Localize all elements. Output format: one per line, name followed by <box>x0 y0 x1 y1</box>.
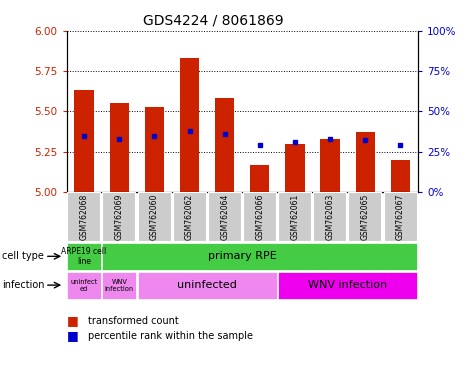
Bar <box>75 90 94 192</box>
Bar <box>321 139 340 192</box>
Text: GSM762069: GSM762069 <box>115 194 124 240</box>
FancyBboxPatch shape <box>383 192 417 242</box>
Text: GSM762063: GSM762063 <box>326 194 334 240</box>
Text: percentile rank within the sample: percentile rank within the sample <box>88 331 253 341</box>
Text: primary RPE: primary RPE <box>208 251 276 262</box>
FancyBboxPatch shape <box>102 271 136 299</box>
Text: GSM762068: GSM762068 <box>80 194 88 240</box>
FancyBboxPatch shape <box>67 243 101 270</box>
Bar <box>285 144 304 192</box>
Bar <box>180 58 199 192</box>
Text: transformed count: transformed count <box>88 316 179 326</box>
Text: cell type: cell type <box>2 251 44 262</box>
FancyBboxPatch shape <box>102 192 135 242</box>
FancyBboxPatch shape <box>137 271 277 299</box>
Text: infection: infection <box>2 280 45 290</box>
Text: uninfected: uninfected <box>177 280 237 290</box>
Text: uninfect
ed: uninfect ed <box>70 279 98 291</box>
Text: ■: ■ <box>66 329 78 343</box>
Text: GSM762061: GSM762061 <box>291 194 299 240</box>
Text: GSM762066: GSM762066 <box>256 194 264 240</box>
Text: ARPE19 cell
line: ARPE19 cell line <box>61 247 107 266</box>
Bar <box>215 98 234 192</box>
Text: GSM762064: GSM762064 <box>220 194 229 240</box>
Bar <box>145 106 164 192</box>
Text: WNV infection: WNV infection <box>308 280 387 290</box>
FancyBboxPatch shape <box>208 192 241 242</box>
FancyBboxPatch shape <box>67 192 100 242</box>
FancyBboxPatch shape <box>278 271 418 299</box>
Text: ■: ■ <box>66 314 78 327</box>
FancyBboxPatch shape <box>172 192 206 242</box>
Text: GSM762060: GSM762060 <box>150 194 159 240</box>
Bar <box>356 132 375 192</box>
FancyBboxPatch shape <box>313 192 346 242</box>
Text: GSM762065: GSM762065 <box>361 194 370 240</box>
Text: GDS4224 / 8061869: GDS4224 / 8061869 <box>143 13 284 27</box>
Text: GSM762062: GSM762062 <box>185 194 194 240</box>
Text: GSM762067: GSM762067 <box>396 194 405 240</box>
Bar <box>391 160 410 192</box>
Bar <box>250 165 269 192</box>
Text: WNV
infection: WNV infection <box>104 279 134 291</box>
FancyBboxPatch shape <box>102 243 418 270</box>
FancyBboxPatch shape <box>137 192 171 242</box>
Bar <box>110 103 129 192</box>
FancyBboxPatch shape <box>67 271 101 299</box>
FancyBboxPatch shape <box>348 192 381 242</box>
FancyBboxPatch shape <box>278 192 311 242</box>
FancyBboxPatch shape <box>243 192 276 242</box>
